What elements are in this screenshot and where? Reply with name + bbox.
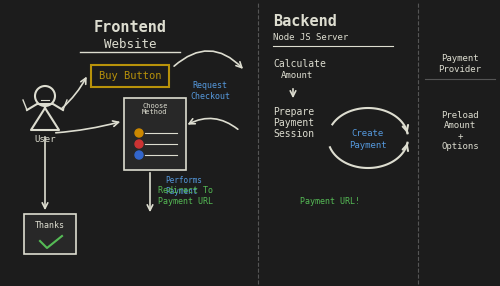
Text: Payment
Provider: Payment Provider — [438, 54, 482, 74]
Text: Thanks: Thanks — [35, 221, 65, 231]
Circle shape — [135, 151, 143, 159]
Text: Payment: Payment — [273, 118, 314, 128]
Text: Choose
Method: Choose Method — [142, 102, 168, 116]
Text: Request
Checkout: Request Checkout — [190, 81, 230, 101]
Text: Frontend: Frontend — [94, 21, 166, 35]
Circle shape — [135, 129, 143, 137]
FancyBboxPatch shape — [124, 98, 186, 170]
Text: Session: Session — [273, 129, 314, 139]
Text: Payment URL!: Payment URL! — [300, 196, 360, 206]
Text: Buy Button: Buy Button — [99, 71, 161, 81]
Circle shape — [135, 140, 143, 148]
Text: Website: Website — [104, 39, 156, 51]
Text: Performs
Payment: Performs Payment — [165, 176, 202, 196]
Text: Calculate: Calculate — [273, 59, 326, 69]
Text: User: User — [34, 136, 56, 144]
Text: Amount: Amount — [281, 72, 313, 80]
FancyBboxPatch shape — [24, 214, 76, 254]
Text: Backend: Backend — [273, 13, 337, 29]
Text: Prepare: Prepare — [273, 107, 314, 117]
Text: Redirect To
Payment URL: Redirect To Payment URL — [158, 186, 212, 206]
Text: Payment: Payment — [349, 140, 387, 150]
Text: Node JS Server: Node JS Server — [273, 33, 348, 43]
Text: Create: Create — [352, 128, 384, 138]
Text: Preload
Amount
+
Options: Preload Amount + Options — [441, 111, 479, 151]
